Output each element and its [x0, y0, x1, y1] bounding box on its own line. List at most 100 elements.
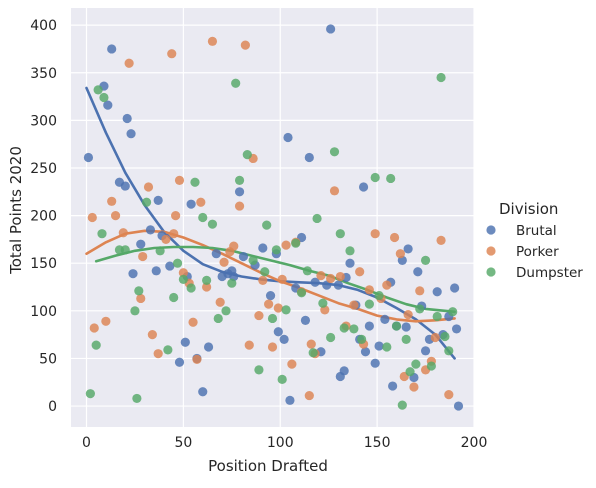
data-point-porker	[389, 232, 400, 243]
y-tick-label: 50	[39, 351, 57, 367]
data-point-porker	[178, 268, 188, 278]
data-point-dumpster	[420, 255, 431, 265]
data-point-porker	[382, 280, 392, 290]
data-point-dumpster	[260, 267, 270, 277]
data-point-dumpster	[141, 197, 152, 207]
x-tick-label: 150	[364, 435, 391, 451]
data-point-brutal	[413, 267, 423, 277]
data-point-brutal	[174, 357, 185, 367]
data-point-porker	[161, 234, 171, 245]
data-point-porker	[244, 340, 254, 350]
legend-marker-brutal	[486, 225, 496, 235]
data-point-dumpster	[291, 238, 301, 248]
data-point-porker	[326, 273, 336, 284]
data-point-brutal	[450, 283, 460, 293]
data-point-brutal	[360, 347, 371, 357]
data-point-porker	[118, 228, 128, 238]
data-point-brutal	[128, 269, 138, 279]
data-point-dumpster	[397, 400, 407, 410]
data-point-porker	[169, 229, 179, 239]
data-point-porker	[87, 212, 97, 223]
y-tick-label: 350	[30, 66, 57, 82]
data-point-porker	[153, 349, 163, 359]
data-point-dumpster	[242, 150, 252, 160]
data-point-dumpster	[202, 275, 212, 285]
legend-marker-porker	[486, 246, 496, 256]
data-point-porker	[287, 359, 297, 369]
data-point-brutal	[285, 395, 295, 405]
data-point-dumpster	[312, 213, 322, 224]
data-point-porker	[436, 235, 446, 245]
data-point-brutal	[203, 342, 214, 352]
data-point-porker	[395, 249, 405, 259]
legend: Division Brutal Porker Dumpster	[486, 200, 583, 281]
legend-label-porker: Porker	[516, 244, 559, 260]
data-point-porker	[329, 186, 340, 196]
data-point-dumpster	[345, 246, 355, 256]
data-point-porker	[219, 257, 229, 267]
data-point-porker	[143, 182, 154, 192]
data-point-dumpster	[231, 78, 241, 88]
data-point-porker	[167, 49, 177, 59]
data-point-porker	[254, 310, 264, 321]
data-point-dumpster	[267, 313, 278, 324]
x-tick-label: 0	[82, 435, 91, 451]
data-point-dumpster	[186, 283, 196, 293]
legend-marker-dumpster	[486, 267, 496, 277]
data-point-brutal	[103, 100, 113, 110]
data-point-dumpster	[99, 92, 109, 103]
x-tick-label: 200	[461, 435, 488, 451]
legend-title: Division	[499, 200, 558, 218]
data-point-brutal	[136, 239, 146, 249]
data-point-brutal	[153, 195, 163, 205]
data-point-porker	[240, 40, 250, 50]
y-axis-label: Total Points 2020	[7, 146, 25, 275]
data-point-porker	[202, 282, 212, 292]
data-point-dumpster	[163, 345, 173, 355]
data-point-dumpster	[91, 340, 101, 350]
data-point-dumpster	[364, 299, 374, 309]
data-point-brutal	[151, 266, 161, 276]
data-point-porker	[174, 175, 185, 185]
data-point-dumpster	[405, 367, 415, 377]
data-point-porker	[207, 36, 218, 46]
data-point-porker	[196, 197, 206, 207]
plot-area	[71, 8, 474, 427]
data-point-brutal	[238, 251, 249, 262]
data-point-brutal	[180, 337, 190, 347]
data-point-dumpster	[207, 219, 218, 229]
data-point-dumpster	[120, 245, 130, 255]
data-point-porker	[124, 58, 134, 68]
data-point-porker	[415, 286, 425, 296]
data-point-dumpster	[370, 172, 380, 183]
data-point-brutal	[339, 366, 349, 376]
data-point-porker	[234, 201, 245, 211]
data-point-brutal	[304, 152, 314, 163]
data-point-dumpster	[93, 85, 103, 95]
data-point-brutal	[198, 387, 208, 397]
data-point-porker	[267, 342, 278, 352]
y-tick-label: 400	[30, 18, 57, 34]
x-tick-label: 100	[267, 435, 294, 451]
data-point-porker	[171, 210, 181, 221]
data-point-porker	[335, 271, 345, 282]
data-point-brutal	[432, 287, 442, 297]
data-point-dumpster	[411, 359, 421, 369]
legend-label-brutal: Brutal	[516, 223, 557, 239]
data-point-dumpster	[318, 298, 328, 308]
data-point-porker	[107, 196, 117, 206]
legend-label-dumpster: Dumpster	[516, 265, 583, 281]
data-point-porker	[370, 229, 380, 239]
data-point-brutal	[186, 199, 196, 209]
x-tick-label: 50	[174, 435, 192, 451]
data-point-brutal	[322, 280, 332, 290]
data-point-porker	[101, 316, 111, 326]
data-point-dumpster	[391, 321, 402, 331]
data-point-dumpster	[213, 313, 223, 324]
data-point-brutal	[273, 327, 283, 337]
data-point-brutal	[258, 243, 268, 253]
data-point-dumpster	[97, 229, 107, 239]
data-point-dumpster	[172, 258, 183, 268]
data-point-dumpster	[374, 290, 384, 301]
data-point-dumpster	[227, 278, 237, 288]
